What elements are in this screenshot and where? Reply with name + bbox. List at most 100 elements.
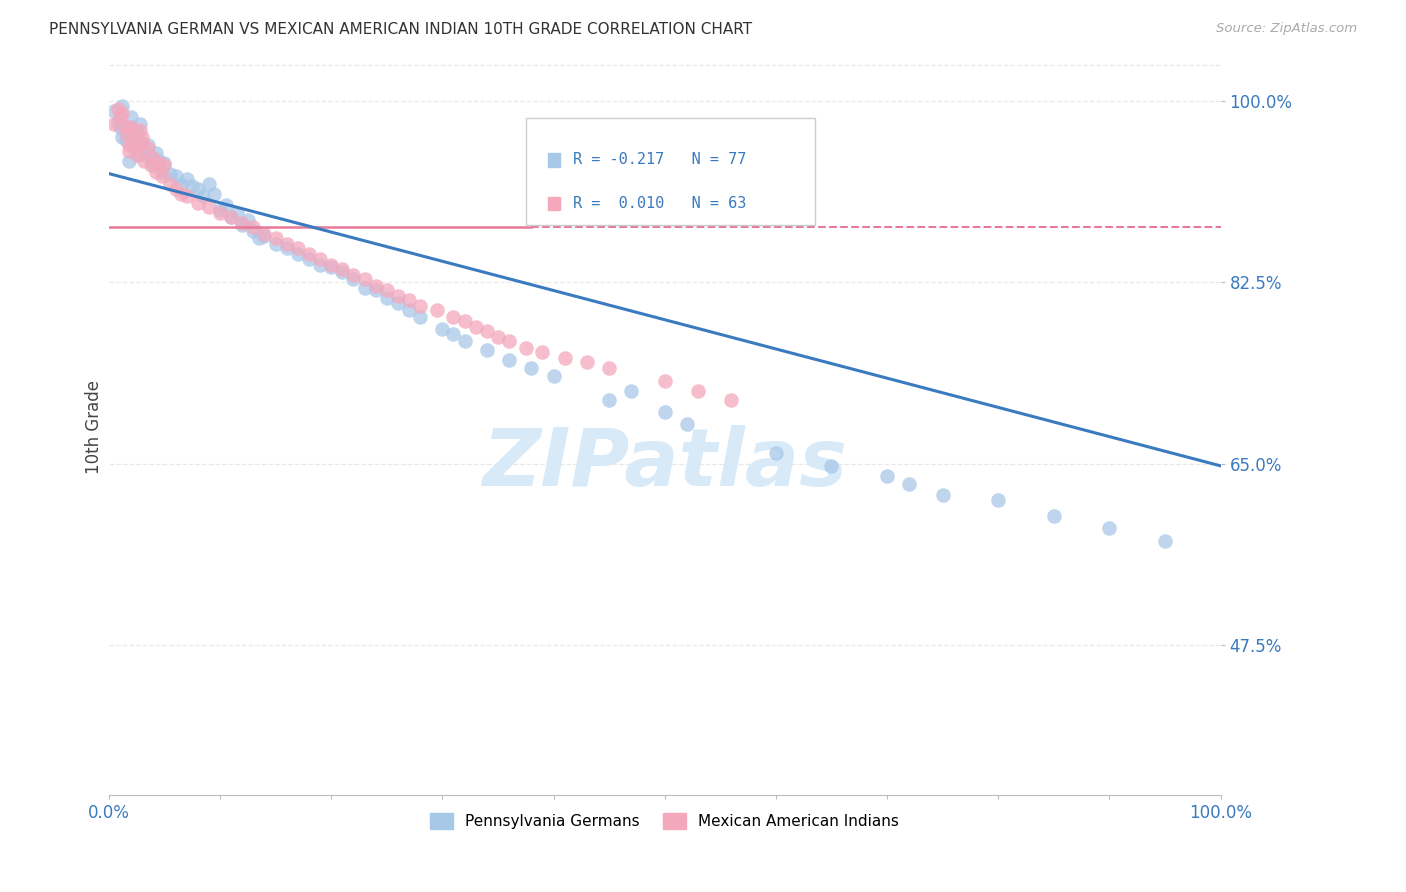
- Text: R = -0.217   N = 77: R = -0.217 N = 77: [574, 153, 747, 168]
- Point: [122, 136, 145, 150]
- Point: [176, 189, 198, 203]
- Point: [176, 171, 198, 186]
- Point: [1043, 508, 1066, 523]
- Point: [654, 405, 676, 419]
- Point: [464, 320, 486, 334]
- Point: [264, 237, 287, 252]
- Point: [108, 120, 131, 134]
- Point: [145, 164, 167, 178]
- Point: [620, 384, 643, 399]
- Point: [720, 392, 742, 407]
- Point: [120, 120, 142, 134]
- Point: [103, 117, 125, 131]
- Point: [129, 117, 152, 131]
- Text: ZIPatlas: ZIPatlas: [482, 425, 848, 503]
- Point: [575, 355, 598, 369]
- Point: [114, 127, 136, 141]
- Point: [375, 283, 398, 297]
- Point: [287, 241, 309, 255]
- Point: [931, 488, 953, 502]
- Point: [219, 210, 242, 224]
- Point: [276, 241, 298, 255]
- Point: [142, 158, 165, 172]
- Point: [150, 164, 173, 178]
- Point: [142, 151, 165, 165]
- Point: [676, 417, 699, 432]
- Point: [321, 260, 343, 274]
- Point: [330, 265, 353, 279]
- Point: [432, 322, 454, 336]
- Point: [231, 216, 253, 230]
- Point: [247, 231, 270, 245]
- Point: [165, 182, 187, 196]
- Point: [214, 197, 236, 211]
- Point: [820, 458, 842, 473]
- Point: [387, 289, 409, 303]
- Point: [242, 224, 264, 238]
- Point: [103, 104, 125, 119]
- Point: [426, 303, 449, 318]
- Point: [287, 247, 309, 261]
- Point: [118, 154, 141, 169]
- Point: [342, 268, 364, 282]
- Legend: Pennsylvania Germans, Mexican American Indians: Pennsylvania Germans, Mexican American I…: [425, 807, 905, 836]
- Text: R =  0.010   N = 63: R = 0.010 N = 63: [574, 196, 747, 211]
- Point: [170, 177, 193, 191]
- Point: [122, 133, 145, 147]
- Point: [139, 158, 162, 172]
- Point: [598, 361, 620, 376]
- Point: [111, 99, 134, 113]
- Text: Source: ZipAtlas.com: Source: ZipAtlas.com: [1216, 22, 1357, 36]
- Point: [139, 151, 162, 165]
- Point: [236, 213, 259, 227]
- Point: [131, 136, 153, 150]
- Y-axis label: 10th Grade: 10th Grade: [86, 381, 103, 475]
- Point: [515, 341, 537, 355]
- Point: [598, 392, 620, 407]
- Point: [136, 137, 159, 152]
- Point: [443, 327, 465, 342]
- Point: [165, 169, 187, 183]
- Point: [111, 106, 134, 120]
- Point: [398, 303, 420, 318]
- Point: [231, 219, 253, 233]
- Point: [148, 156, 170, 170]
- Point: [453, 314, 475, 328]
- Point: [364, 283, 387, 297]
- Point: [398, 293, 420, 307]
- Point: [486, 330, 509, 344]
- Point: [134, 144, 156, 158]
- Point: [242, 220, 264, 235]
- Point: [1098, 521, 1121, 535]
- Point: [150, 169, 173, 183]
- Point: [148, 154, 170, 169]
- Point: [122, 137, 145, 152]
- Point: [443, 310, 465, 324]
- Point: [876, 469, 898, 483]
- Point: [131, 130, 153, 145]
- Point: [125, 148, 148, 162]
- Text: PENNSYLVANIA GERMAN VS MEXICAN AMERICAN INDIAN 10TH GRADE CORRELATION CHART: PENNSYLVANIA GERMAN VS MEXICAN AMERICAN …: [49, 22, 752, 37]
- Point: [131, 136, 153, 150]
- Point: [353, 280, 375, 294]
- Point: [253, 227, 276, 241]
- Point: [181, 179, 204, 194]
- Point: [686, 384, 709, 399]
- Point: [107, 103, 129, 117]
- Point: [520, 361, 543, 376]
- Point: [193, 189, 215, 203]
- Point: [187, 195, 209, 210]
- Point: [264, 231, 287, 245]
- Point: [129, 148, 152, 162]
- Point: [342, 272, 364, 286]
- Point: [475, 343, 498, 357]
- Point: [498, 334, 520, 349]
- Point: [208, 202, 231, 217]
- Point: [114, 133, 136, 147]
- Point: [276, 237, 298, 252]
- Point: [409, 299, 432, 313]
- Point: [208, 206, 231, 220]
- Point: [298, 247, 321, 261]
- Point: [129, 123, 152, 137]
- Point: [1154, 534, 1177, 549]
